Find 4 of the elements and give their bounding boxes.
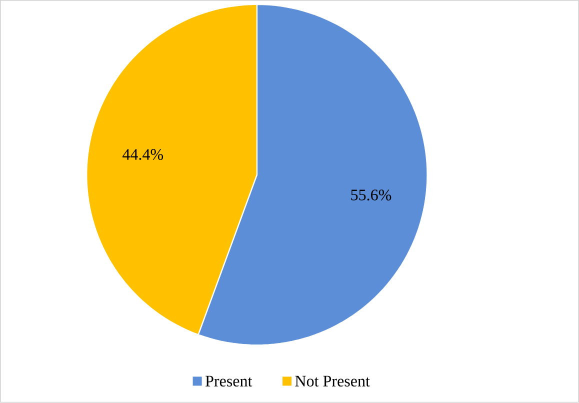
data-label: 44.4% <box>122 149 164 160</box>
data-label: 55.6% <box>351 190 392 201</box>
legend-label: Present <box>206 376 252 387</box>
legend-label: Not Present <box>295 376 370 387</box>
